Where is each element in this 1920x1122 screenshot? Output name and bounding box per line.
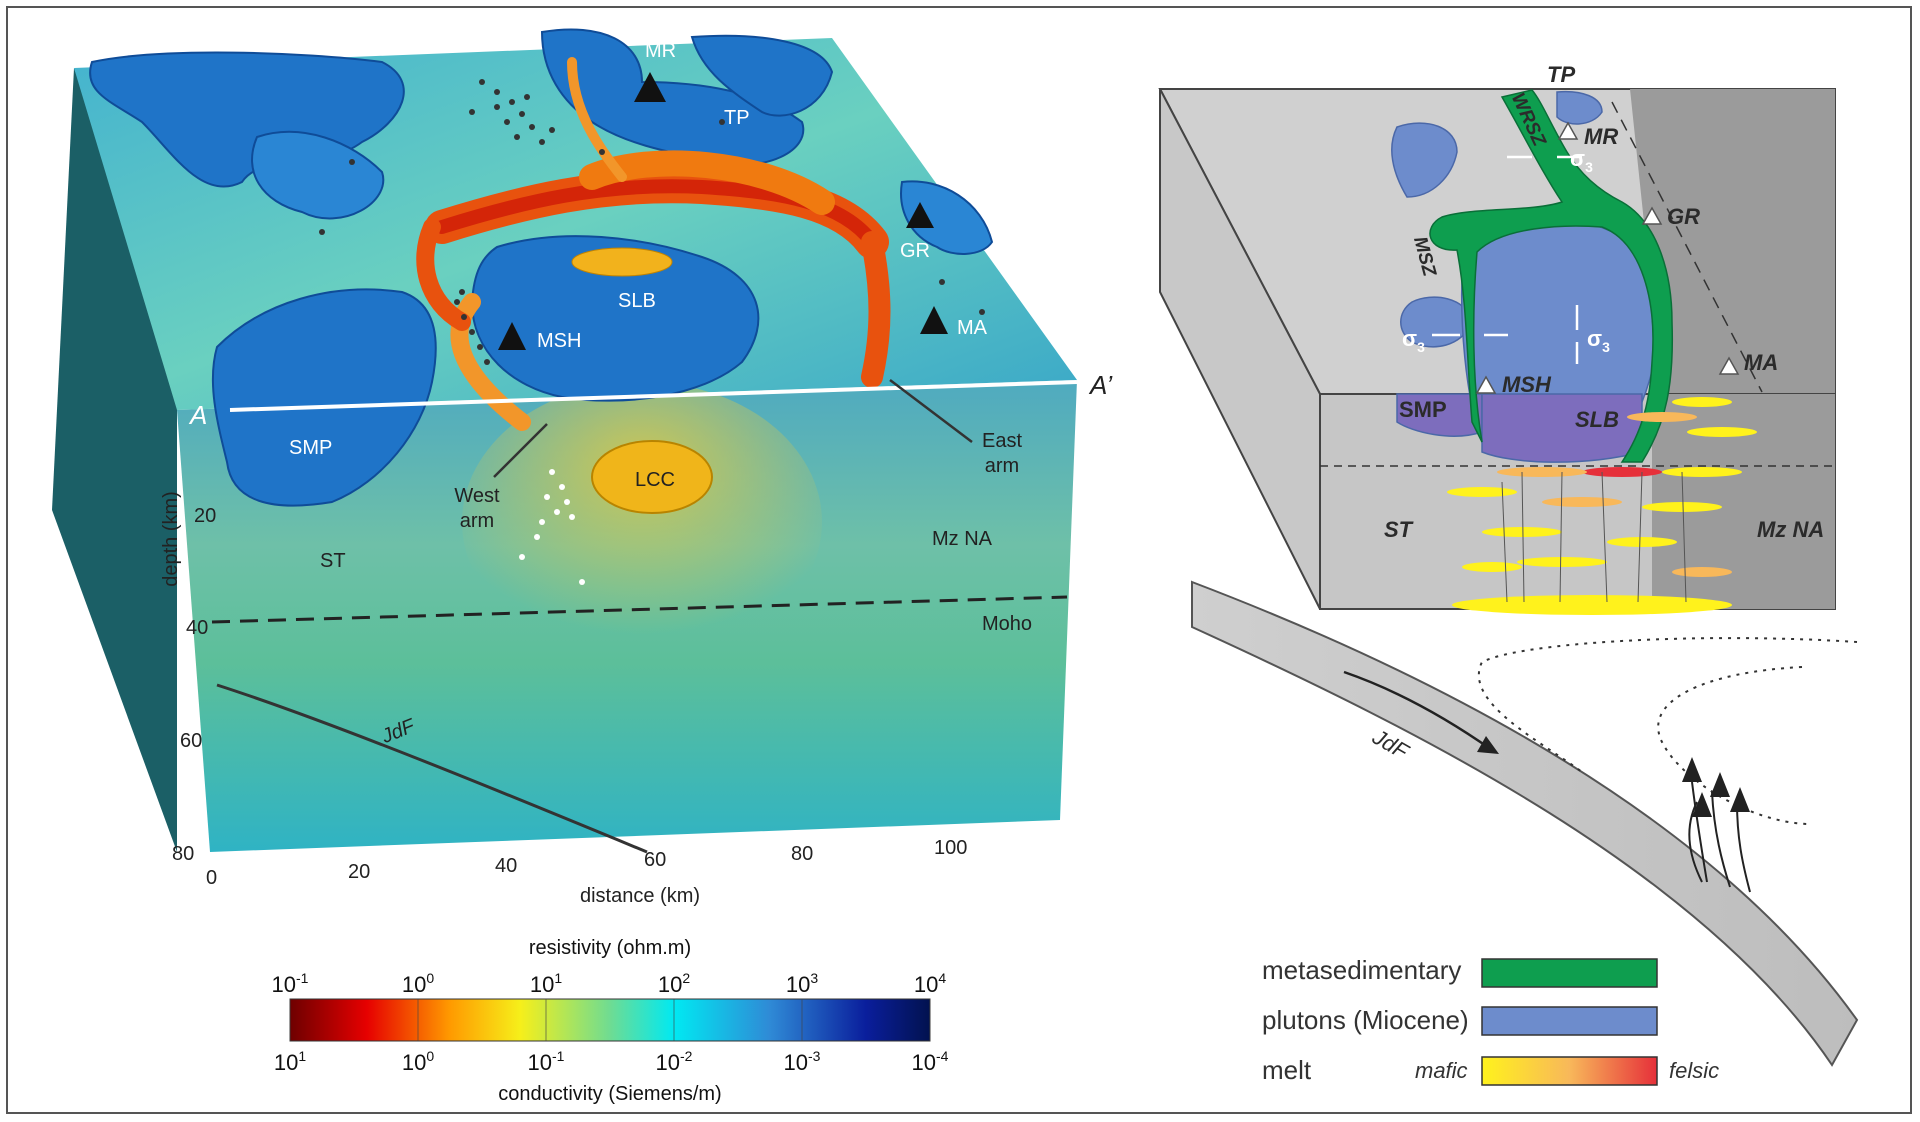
- label-west-arm-line2: arm: [460, 510, 494, 532]
- distance-axis-title: distance (km): [580, 885, 700, 907]
- depth-tick-80: 80: [172, 843, 194, 865]
- legend-melt-swatch: [1482, 1057, 1657, 1085]
- diagram-front-right-dark: [1652, 394, 1835, 609]
- resistivity-tick-label: 100: [402, 970, 434, 997]
- diagram-label-ma: MA: [1744, 350, 1778, 375]
- depth-tick-60: 60: [180, 730, 202, 752]
- legend-metasedimentary-label: metasedimentary: [1262, 955, 1461, 985]
- label-gr: GR: [900, 240, 930, 262]
- jdf-subducting-slab: [1192, 582, 1857, 1065]
- distance-tick-0: 0: [206, 867, 217, 889]
- colorbar: resistivity (ohm.m) 10-1 100 101 102 103 104 1…: [272, 937, 949, 1105]
- resistivity-tick-label: 10-1: [272, 970, 309, 997]
- legend-melt-mafic-label: mafic: [1415, 1058, 1468, 1083]
- label-moho: Moho: [982, 613, 1032, 635]
- conceptual-block-diagram: σ3 σ3 σ3 TP MR WRSZ GR MSZ MA MSH SMP SL…: [1160, 62, 1857, 1065]
- label-slb: SLB: [618, 290, 656, 312]
- mantle-dotted-line-lower: [1658, 667, 1807, 824]
- legend: metasedimentary plutons (Miocene) melt m…: [1262, 955, 1719, 1085]
- distance-tick-80: 80: [791, 843, 813, 865]
- diagram-label-msh: MSH: [1502, 372, 1552, 397]
- label-a-prime: A’: [1088, 370, 1113, 400]
- legend-melt-label: melt: [1262, 1055, 1312, 1085]
- label-smp: SMP: [289, 437, 332, 459]
- diagram-label-mr: MR: [1584, 124, 1618, 149]
- colorbar-conductivity-title: conductivity (Siemens/m): [498, 1083, 721, 1105]
- label-east-arm-line1: East: [982, 430, 1022, 452]
- depth-tick-20: 20: [194, 505, 216, 527]
- label-st: ST: [320, 550, 346, 572]
- depth-tick-40: 40: [186, 617, 208, 639]
- resistivity-tick-label: 101: [530, 970, 562, 997]
- legend-plutons-label: plutons (Miocene): [1262, 1005, 1469, 1035]
- label-west-arm-line1: West: [454, 485, 500, 507]
- conductivity-tick-label: 100: [402, 1048, 434, 1075]
- distance-tick-40: 40: [495, 855, 517, 877]
- diagram-label-mz-na: Mz NA: [1757, 517, 1824, 542]
- label-east-arm-line2: arm: [985, 455, 1019, 477]
- resistivity-tick-label: 103: [786, 970, 818, 997]
- conductivity-tick-label: 10-1: [528, 1048, 565, 1075]
- diagram-label-gr: GR: [1667, 204, 1700, 229]
- legend-metasedimentary-swatch: [1482, 959, 1657, 987]
- distance-tick-60: 60: [644, 849, 666, 871]
- label-ma: MA: [957, 317, 988, 339]
- resistivity-block-model: MR TP GR SLB MSH MA SMP A A’ West arm Ea…: [52, 29, 1113, 907]
- colorbar-gradient: [290, 999, 930, 1041]
- figure-frame: MR TP GR SLB MSH MA SMP A A’ West arm Ea…: [6, 6, 1912, 1114]
- conductivity-tick-label: 101: [274, 1048, 306, 1075]
- distance-tick-100: 100: [934, 837, 967, 859]
- label-lcc: LCC: [635, 469, 675, 491]
- figure-canvas: MR TP GR SLB MSH MA SMP A A’ West arm Ea…: [8, 8, 1914, 1116]
- legend-melt-felsic-label: felsic: [1669, 1058, 1719, 1083]
- resistivity-tick-label: 102: [658, 970, 690, 997]
- conductivity-tick-label: 10-3: [784, 1048, 821, 1075]
- distance-tick-20: 20: [348, 861, 370, 883]
- diagram-label-slb: SLB: [1575, 407, 1619, 432]
- diagram-label-smp: SMP: [1399, 397, 1447, 422]
- legend-plutons-swatch: [1482, 1007, 1657, 1035]
- conductivity-tick-label: 10-2: [656, 1048, 693, 1075]
- label-a: A: [188, 400, 207, 430]
- label-msh: MSH: [537, 330, 581, 352]
- label-tp: TP: [724, 107, 750, 129]
- depth-axis-title: depth (km): [160, 491, 182, 587]
- colorbar-resistivity-title: resistivity (ohm.m): [529, 937, 691, 959]
- slb-core: [572, 248, 672, 276]
- label-mr: MR: [645, 40, 676, 62]
- diagram-label-st: ST: [1384, 517, 1414, 542]
- resistivity-tick-label: 104: [914, 970, 946, 997]
- diagram-label-tp: TP: [1547, 62, 1575, 87]
- label-mz-na: Mz NA: [932, 528, 993, 550]
- conductivity-tick-label: 10-4: [912, 1048, 949, 1075]
